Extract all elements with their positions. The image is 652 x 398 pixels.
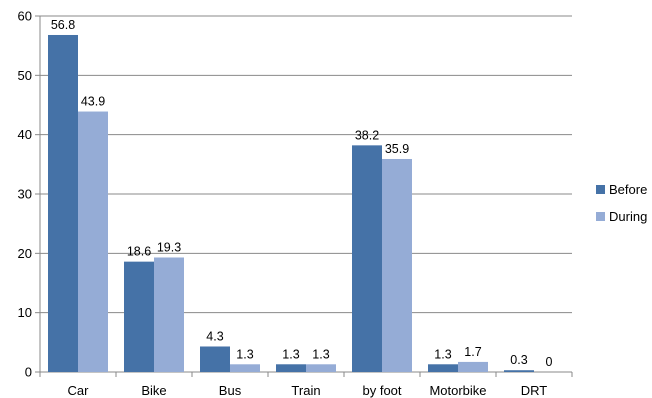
x-tick-label: Train [291,383,320,398]
data-label: 43.9 [81,95,105,109]
data-label: 35.9 [385,142,409,156]
x-tick-label: Bike [141,383,166,398]
legend-swatch [596,185,605,194]
bar-before [200,346,230,372]
y-tick-label: 10 [18,305,32,320]
y-tick-label: 20 [18,246,32,261]
bar-during [230,364,260,372]
data-label: 0 [546,355,553,369]
bars [48,34,534,373]
bar-before [48,34,78,373]
x-axis-ticks: Car Bike Bus Train by foot Motorbike DRT [68,383,548,398]
data-label: 1.7 [464,345,481,359]
bar-during [78,111,108,372]
legend: Before During [596,182,647,224]
y-tick-label: 40 [18,127,32,142]
y-axis-ticks: 0 10 20 30 40 50 60 [18,9,32,380]
bar-before [276,364,306,372]
data-label: 0.3 [510,353,527,367]
bar-during [458,361,488,372]
y-tick-label: 50 [18,68,32,83]
bar-before [124,261,154,372]
data-label: 18.6 [127,245,151,259]
y-tick-label: 0 [25,365,32,380]
gridlines [35,15,573,377]
data-label: 38.2 [355,128,379,142]
data-label: 1.3 [434,347,451,361]
data-label: 19.3 [157,240,181,254]
legend-label: During [609,209,647,224]
data-label: 1.3 [312,347,329,361]
data-label: 1.3 [236,347,253,361]
bar-during [306,364,336,372]
x-tick-label: Bus [219,383,242,398]
legend-label: Before [609,182,647,197]
legend-swatch [596,212,605,221]
data-label: 1.3 [282,347,299,361]
data-label: 56.8 [51,18,75,32]
y-tick-label: 30 [18,187,32,202]
x-tick-label: Car [68,383,90,398]
data-labels: 56.8 18.6 4.3 1.3 38.2 1.3 0.3 43.9 19.3 1.3 1.3 35… [51,18,553,369]
bar-before [352,145,382,372]
bar-during [154,257,184,372]
x-tick-label: by foot [362,383,401,398]
data-label: 4.3 [206,329,223,343]
y-tick-label: 60 [18,9,32,24]
x-tick-label: Motorbike [429,383,486,398]
bar-before [428,364,458,372]
bar-before [504,370,534,372]
bar-during [382,158,412,372]
x-tick-label: DRT [521,383,548,398]
